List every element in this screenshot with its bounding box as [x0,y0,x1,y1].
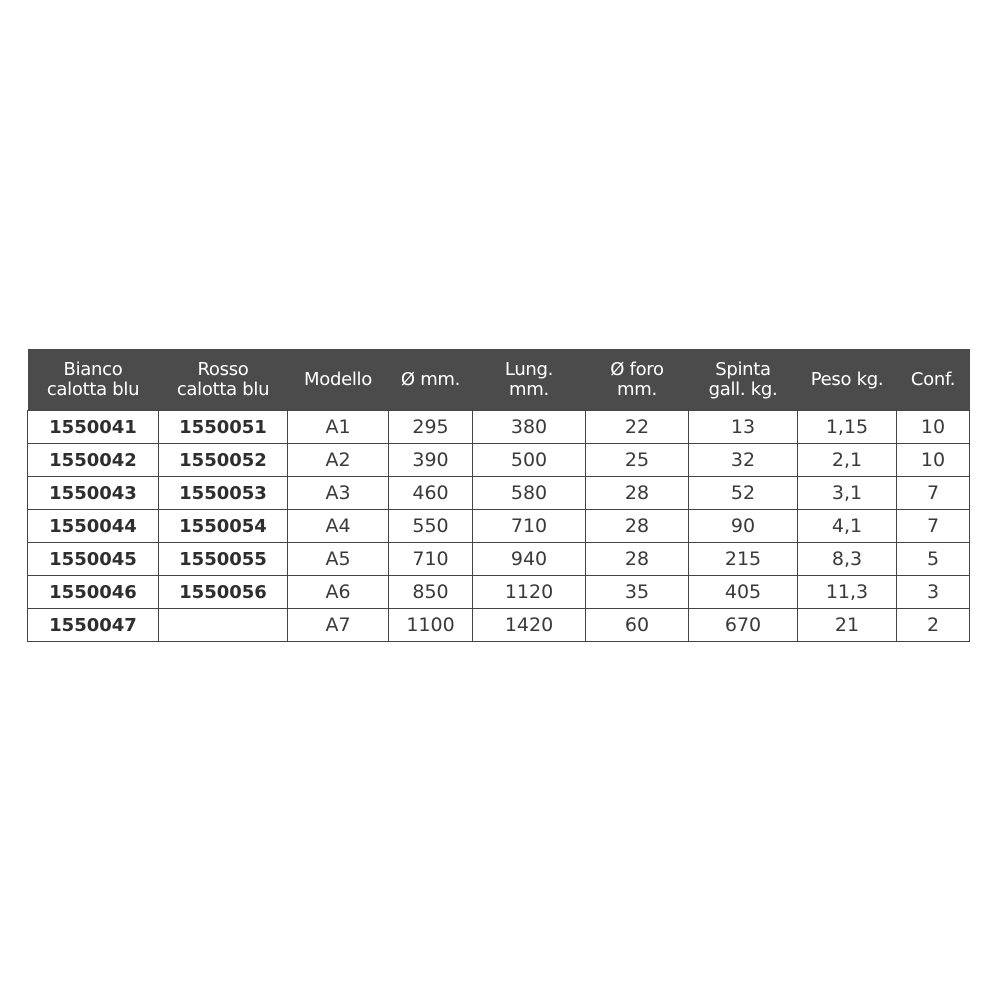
column-header-line: mm. [617,378,657,400]
table-cell: 2 [896,608,970,642]
table-cell: 10 [896,410,970,444]
table-cell: 8,3 [797,542,897,576]
column-header-line: Ø mm. [400,368,461,390]
product-code-cell: 1550041 [27,410,159,444]
table-cell: 295 [388,410,473,444]
table-cell: 28 [585,509,689,543]
column-header: Lung. mm. [472,349,586,411]
table-cell: 580 [472,476,586,510]
table-cell: A5 [287,542,389,576]
table-cell: 215 [688,542,798,576]
product-code-cell: 1550045 [27,542,159,576]
table-cell: 710 [472,509,586,543]
table-row: 1550043 1550053 A3 460 580 28 52 3,1 7 [27,476,970,510]
table-cell: 21 [797,608,897,642]
table-cell: A7 [287,608,389,642]
table-cell: 1420 [472,608,586,642]
table-cell: 7 [896,509,970,543]
column-header-line: Peso kg. [810,368,884,390]
product-spec-table: Bianco calotta blu Rosso calotta blu Modello… [27,349,970,642]
product-code-cell: 1550043 [27,476,159,510]
column-header-line: Spinta [715,358,771,380]
table-cell: 710 [388,542,473,576]
table-cell: 460 [388,476,473,510]
table-cell: 10 [896,443,970,477]
table-row: 1550045 1550055 A5 710 940 28 215 8,3 5 [27,542,970,576]
table-row: 1550044 1550054 A4 550 710 28 90 4,1 7 [27,509,970,543]
table-cell: 850 [388,575,473,609]
table-cell: 22 [585,410,689,444]
table-cell: 405 [688,575,798,609]
column-header: Rosso calotta blu [158,349,288,411]
table-row: 1550042 1550052 A2 390 500 25 32 2,1 10 [27,443,970,477]
product-code-cell: 1550055 [158,542,288,576]
column-header-line: Modello [304,368,372,390]
table-cell: A3 [287,476,389,510]
column-header: Ø foro mm. [585,349,689,411]
table-cell: A4 [287,509,389,543]
table-cell: 4,1 [797,509,897,543]
table-cell: 550 [388,509,473,543]
product-code-cell: 1550046 [27,575,159,609]
table-cell: 380 [472,410,586,444]
table-cell: 1120 [472,575,586,609]
table-cell: A2 [287,443,389,477]
column-header-line: calotta blu [176,378,270,400]
table-cell: 3 [896,575,970,609]
product-code-cell [158,608,288,642]
table-cell: 1,15 [797,410,897,444]
column-header-line: gall. kg. [708,378,778,400]
table-cell: 90 [688,509,798,543]
product-code-cell: 1550056 [158,575,288,609]
table-cell: 35 [585,575,689,609]
product-code-cell: 1550044 [27,509,159,543]
column-header-line: calotta blu [46,378,140,400]
table-cell: 5 [896,542,970,576]
table-cell: 28 [585,476,689,510]
table-cell: A1 [287,410,389,444]
column-header-line: Ø foro [610,358,664,380]
column-header-line: Lung. [504,358,554,380]
table-row: 1550041 1550051 A1 295 380 22 13 1,15 10 [27,410,970,444]
table-cell: 25 [585,443,689,477]
product-code-cell: 1550047 [27,608,159,642]
table-cell: A6 [287,575,389,609]
column-header-line: Bianco [63,358,123,380]
table-cell: 3,1 [797,476,897,510]
column-header: Peso kg. [797,349,897,411]
table-cell: 28 [585,542,689,576]
column-header-line: Conf. [910,368,956,390]
table-cell: 11,3 [797,575,897,609]
table-cell: 13 [688,410,798,444]
product-code-cell: 1550053 [158,476,288,510]
table-cell: 52 [688,476,798,510]
column-header-line: mm. [509,378,549,400]
table-cell: 500 [472,443,586,477]
product-code-cell: 1550051 [158,410,288,444]
column-header-line: Rosso [197,358,249,380]
table-cell: 60 [585,608,689,642]
table-cell: 1100 [388,608,473,642]
header-row: Bianco calotta blu Rosso calotta blu Modello… [27,349,970,411]
column-header: Modello [287,349,389,411]
table-cell: 7 [896,476,970,510]
column-header: Spinta gall. kg. [688,349,798,411]
table-row: 1550047 A7 1100 1420 60 670 21 2 [27,608,970,642]
table-cell: 390 [388,443,473,477]
table-cell: 2,1 [797,443,897,477]
product-code-cell: 1550054 [158,509,288,543]
column-header: Ø mm. [388,349,473,411]
table-row: 1550046 1550056 A6 850 1120 35 405 11,3 3 [27,575,970,609]
table-cell: 670 [688,608,798,642]
column-header: Bianco calotta blu [27,349,159,411]
product-code-cell: 1550042 [27,443,159,477]
table-cell: 940 [472,542,586,576]
product-code-cell: 1550052 [158,443,288,477]
column-header: Conf. [896,349,970,411]
table-cell: 32 [688,443,798,477]
